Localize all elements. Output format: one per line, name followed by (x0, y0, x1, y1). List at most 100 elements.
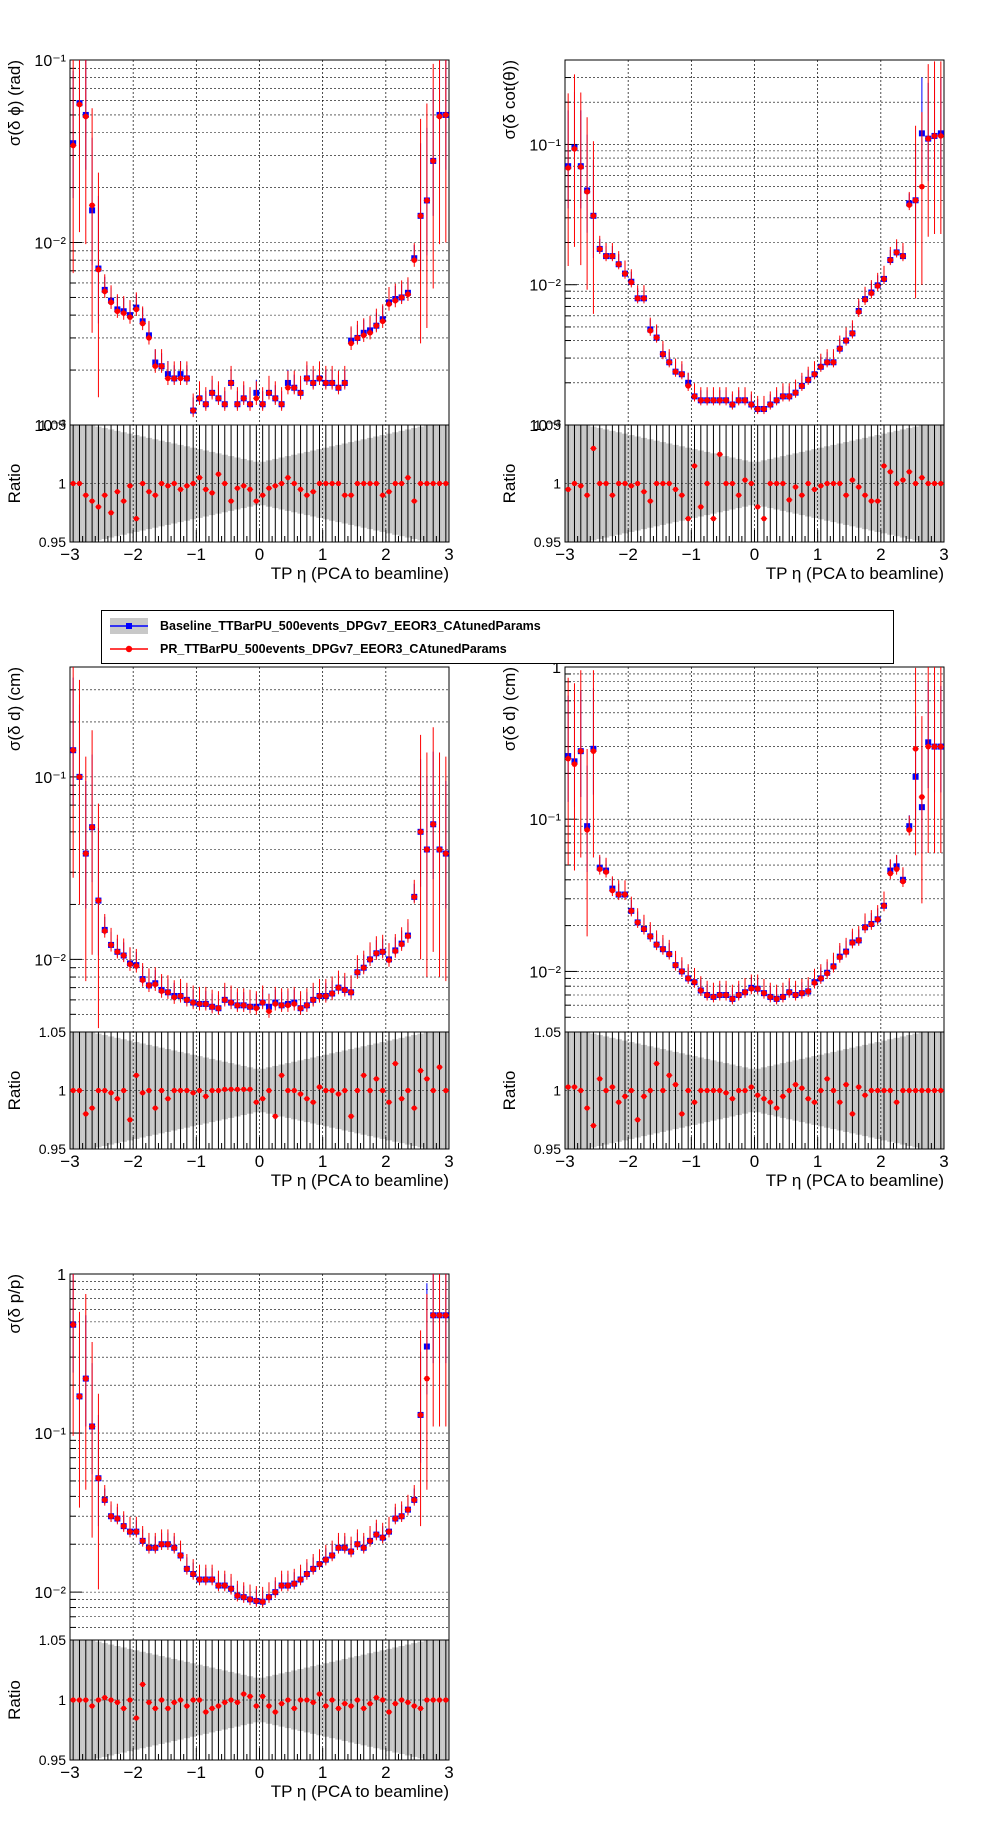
ratio-point (736, 492, 742, 498)
pr-point (641, 295, 647, 302)
ratio-point (729, 480, 735, 487)
ratio-tick-label: 1.05 (39, 1632, 66, 1648)
pr-point (855, 309, 862, 315)
pr-point (443, 1312, 449, 1319)
y-tick-label: 10⁻² (529, 278, 561, 295)
ratio-point (285, 1697, 291, 1703)
pr-point (622, 891, 628, 898)
pr-point (938, 743, 944, 750)
ratio-point (291, 480, 297, 487)
y-axis-title: σ(δ cot(θ)) (500, 60, 519, 139)
pr-point (177, 375, 184, 382)
ratio-point (856, 484, 862, 490)
ratio-point (297, 1091, 304, 1097)
ratio-point (190, 1090, 196, 1096)
ratio-point (279, 480, 285, 487)
ratio-point (799, 492, 805, 498)
pr-point (379, 949, 386, 955)
ratio-point (622, 1093, 628, 1099)
pr-point (767, 401, 774, 408)
pr-point (278, 1582, 285, 1589)
y-tick-label: 10⁻¹ (34, 1426, 66, 1443)
ratio-point (279, 1072, 285, 1078)
ratio-point (310, 1699, 316, 1705)
ratio-point (906, 1087, 912, 1094)
ratio-point (76, 1087, 83, 1094)
ratio-point (710, 516, 717, 522)
pr-point (836, 345, 843, 352)
ratio-point (875, 498, 881, 504)
ratio-point (316, 1084, 323, 1090)
pr-point (874, 283, 881, 289)
ratio-point (253, 498, 259, 504)
ratio-tick-label: 1 (58, 1083, 66, 1099)
ratio-point (830, 480, 837, 487)
ratio-point (108, 1697, 114, 1703)
y-axis-title: σ(δ p/p) (5, 1274, 24, 1334)
pr-point (291, 1580, 298, 1587)
ratio-point (590, 1123, 597, 1129)
ratio-point (887, 469, 893, 475)
pr-point (786, 989, 793, 996)
ratio-point (354, 1087, 361, 1094)
ratio-point (830, 1087, 837, 1094)
pr-point (272, 1589, 279, 1595)
ratio-point (628, 483, 634, 489)
pr-point (323, 1556, 329, 1563)
pr-point (405, 933, 411, 939)
ratio-point (603, 1087, 609, 1094)
pr-point (139, 320, 146, 327)
ratio-tick-label: 0.95 (534, 1141, 561, 1157)
ratio-point (196, 1087, 203, 1094)
ratio-point (380, 1087, 386, 1094)
x-tick-label: 3 (444, 545, 453, 564)
ratio-point (165, 1096, 171, 1102)
ratio-point (361, 1705, 367, 1711)
ratio-point (241, 483, 247, 489)
x-axis-title: TP η (PCA to beamline) (766, 1171, 944, 1190)
pr-point (316, 375, 323, 382)
ratio-axis-title: Ratio (500, 1071, 519, 1111)
pr-point (133, 1528, 140, 1535)
x-tick-label: −3 (60, 1763, 79, 1782)
x-tick-label: −2 (618, 1152, 637, 1171)
ratio-point (323, 1087, 329, 1094)
pr-point (171, 1544, 178, 1551)
pr-point (190, 407, 196, 414)
ratio-axis-title: Ratio (5, 1071, 24, 1111)
ratio-point (616, 480, 622, 487)
ratio-point (818, 483, 824, 489)
ratio-point (367, 1701, 373, 1707)
ratio-point (133, 1072, 139, 1078)
ratio-point (121, 1705, 127, 1711)
pr-point (881, 276, 887, 282)
ratio-tick-label: 0.95 (39, 534, 66, 550)
x-tick-label: −1 (187, 1152, 206, 1171)
ratio-point (824, 1076, 830, 1082)
ratio-tick-label: 0.95 (534, 534, 561, 550)
pr-point (177, 1552, 184, 1559)
ratio-point (304, 492, 310, 498)
ratio-point (83, 1111, 89, 1117)
x-tick-label: −3 (555, 545, 574, 564)
ratio-point (399, 1096, 405, 1102)
pr-point (367, 330, 373, 336)
pr-point (603, 253, 609, 259)
pr-point (215, 1005, 222, 1012)
pr-point (887, 257, 894, 263)
pr-point (634, 919, 641, 926)
pr-point (679, 371, 685, 378)
pr-point (259, 401, 266, 408)
pr-point (310, 1566, 316, 1572)
pr-point (373, 950, 380, 957)
ratio-point (430, 1697, 436, 1703)
ratio-point (177, 486, 184, 492)
ratio-point (316, 1691, 323, 1697)
ratio-point (837, 1099, 843, 1105)
pr-point (108, 942, 114, 948)
ratio-point (919, 475, 925, 481)
ratio-point (171, 480, 177, 487)
pr-point (285, 1582, 291, 1589)
ratio-point (622, 480, 628, 487)
ratio-point (704, 1087, 710, 1094)
